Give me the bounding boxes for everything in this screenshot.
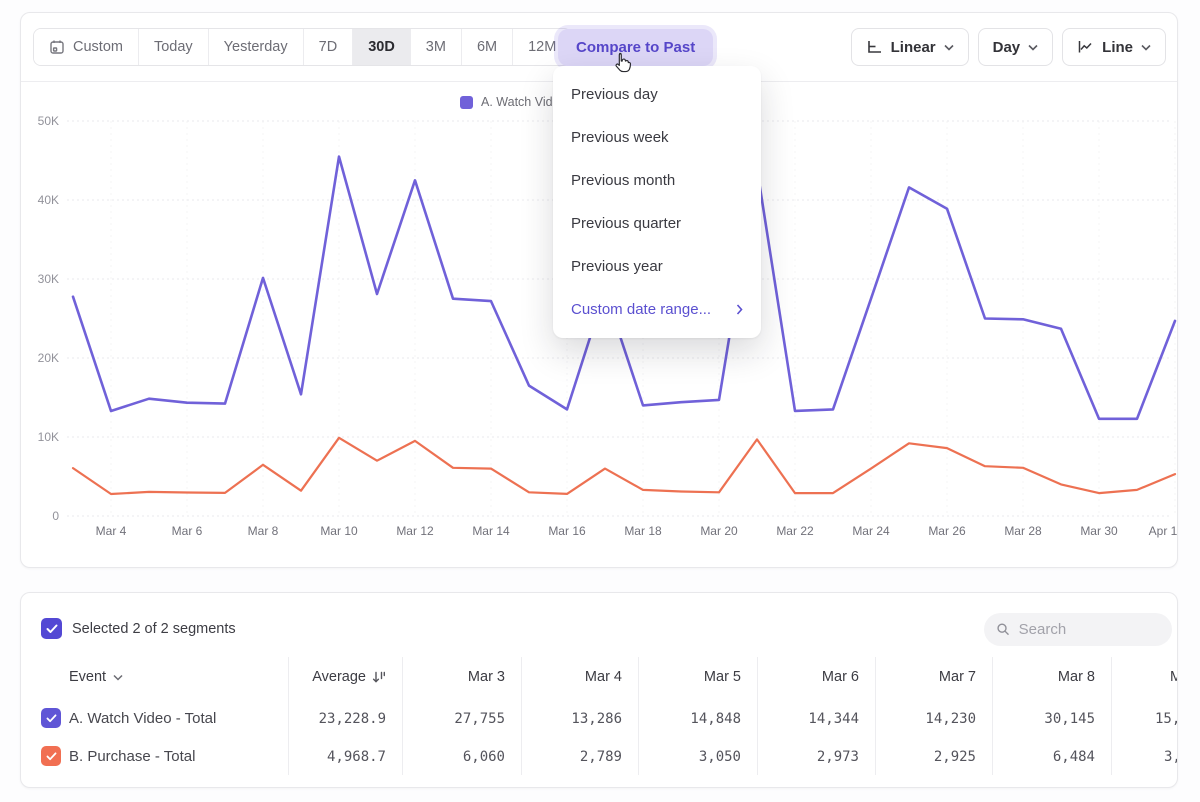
svg-text:40K: 40K	[38, 193, 59, 207]
segments-table-card: Selected 2 of 2 segments Event Average A…	[20, 592, 1178, 788]
row-checkbox-watch-video[interactable]	[41, 708, 61, 728]
svg-text:Apr 1: Apr 1	[1149, 524, 1178, 538]
range-label: Custom	[73, 39, 123, 55]
truncated-value: 15,	[1155, 711, 1178, 727]
chevron-right-icon	[736, 304, 743, 315]
row-checkbox-purchase[interactable]	[41, 746, 61, 766]
date-column-header[interactable]: Mar 8	[985, 669, 1095, 685]
svg-text:Mar 18: Mar 18	[624, 524, 662, 538]
average-value: 4,968.7	[276, 749, 386, 765]
granularity-dropdown-button[interactable]: Day	[978, 28, 1054, 66]
analytics-dashboard: { "toolbar": { "ranges": [ {"label": "Cu…	[0, 0, 1200, 802]
table-cell-value: 2,973	[749, 749, 859, 765]
svg-text:Mar 8: Mar 8	[248, 524, 279, 538]
svg-text:Mar 26: Mar 26	[928, 524, 966, 538]
column-separator	[288, 657, 289, 775]
chevron-down-icon	[1141, 44, 1151, 51]
table-cell-value: 6,484	[985, 749, 1095, 765]
hand-cursor	[610, 50, 636, 76]
table-cell-value: 2,925	[866, 749, 976, 765]
menu-item-previous-month[interactable]: Previous month	[553, 159, 761, 202]
event-column-header[interactable]: Event	[69, 669, 123, 685]
check-icon	[46, 624, 58, 634]
compare-to-past-menu: Previous day Previous week Previous mont…	[553, 66, 761, 338]
row-label-watch-video: A. Watch Video - Total	[69, 710, 216, 727]
svg-text:Mar 12: Mar 12	[396, 524, 434, 538]
menu-item-previous-week[interactable]: Previous week	[553, 116, 761, 159]
svg-text:Mar 28: Mar 28	[1004, 524, 1042, 538]
date-column-header[interactable]: Mar 5	[631, 669, 741, 685]
svg-text:Mar 22: Mar 22	[776, 524, 814, 538]
svg-text:Mar 20: Mar 20	[700, 524, 738, 538]
calendar-icon	[49, 39, 65, 55]
table-cell-value: 27,755	[395, 711, 505, 727]
search-icon	[996, 621, 1011, 638]
check-icon	[46, 752, 57, 761]
svg-text:Mar 24: Mar 24	[852, 524, 890, 538]
average-value: 23,228.9	[276, 711, 386, 727]
chart-controls: Linear Day Line	[851, 28, 1166, 66]
date-column-header[interactable]: Mar 7	[866, 669, 976, 685]
table-cell-value: 13,286	[512, 711, 622, 727]
menu-item-custom-date-range[interactable]: Custom date range...	[553, 288, 761, 331]
check-icon	[46, 714, 57, 723]
select-all-checkbox[interactable]	[41, 618, 62, 639]
chevron-down-icon	[113, 674, 123, 681]
svg-text:30K: 30K	[38, 272, 59, 286]
search-box[interactable]	[984, 613, 1172, 646]
truncated-value: 3,	[1164, 749, 1178, 765]
table-cell-value: 2,789	[512, 749, 622, 765]
date-range-segmented-control: Custom Today Yesterday 7D 30D 3M 6M 12M	[33, 28, 572, 66]
selected-segments-label: Selected 2 of 2 segments	[72, 621, 236, 637]
truncated-column-header: M	[1170, 669, 1178, 685]
scale-dropdown-button[interactable]: Linear	[851, 28, 969, 66]
average-column-header[interactable]: Average	[246, 669, 386, 685]
legend-swatch	[460, 96, 473, 109]
table-cell-value: 3,050	[631, 749, 741, 765]
linear-axis-icon	[866, 39, 883, 55]
svg-text:Mar 30: Mar 30	[1080, 524, 1118, 538]
menu-item-previous-quarter[interactable]: Previous quarter	[553, 202, 761, 245]
svg-text:Mar 14: Mar 14	[472, 524, 510, 538]
svg-text:Mar 16: Mar 16	[548, 524, 586, 538]
column-separator	[1111, 657, 1112, 775]
svg-text:20K: 20K	[38, 351, 59, 365]
search-input[interactable]	[1019, 621, 1160, 638]
range-button-yesterday[interactable]: Yesterday	[208, 29, 303, 65]
date-column-header[interactable]: Mar 4	[512, 669, 622, 685]
svg-text:Mar 6: Mar 6	[172, 524, 203, 538]
range-button-custom[interactable]: Custom	[34, 29, 138, 65]
date-column-header[interactable]: Mar 6	[749, 669, 859, 685]
table-cell-value: 14,848	[631, 711, 741, 727]
range-button-today[interactable]: Today	[138, 29, 208, 65]
range-button-30d[interactable]: 30D	[352, 29, 410, 65]
menu-item-previous-year[interactable]: Previous year	[553, 245, 761, 288]
menu-item-previous-day[interactable]: Previous day	[553, 73, 761, 116]
chart-type-dropdown-button[interactable]: Line	[1062, 28, 1166, 66]
svg-text:0: 0	[52, 509, 59, 523]
table-cell-value: 6,060	[395, 749, 505, 765]
line-chart-icon	[1077, 39, 1094, 55]
chevron-down-icon	[944, 44, 954, 51]
svg-text:10K: 10K	[38, 430, 59, 444]
svg-text:Mar 4: Mar 4	[96, 524, 127, 538]
range-button-3m[interactable]: 3M	[410, 29, 461, 65]
row-label-purchase: B. Purchase - Total	[69, 748, 195, 765]
svg-text:Mar 10: Mar 10	[320, 524, 358, 538]
table-cell-value: 30,145	[985, 711, 1095, 727]
svg-text:50K: 50K	[38, 114, 59, 128]
range-button-7d[interactable]: 7D	[303, 29, 353, 65]
chevron-down-icon	[1028, 44, 1038, 51]
date-column-header[interactable]: Mar 3	[395, 669, 505, 685]
sort-descending-icon	[372, 670, 386, 684]
table-cell-value: 14,344	[749, 711, 859, 727]
range-button-6m[interactable]: 6M	[461, 29, 512, 65]
table-cell-value: 14,230	[866, 711, 976, 727]
